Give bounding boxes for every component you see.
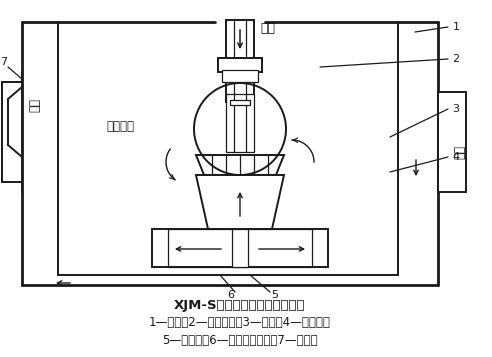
Text: 7: 7: [0, 57, 7, 67]
Bar: [168, 229, 312, 267]
Bar: [226, 94, 254, 152]
Text: 中矿: 中矿: [454, 145, 466, 159]
Bar: [226, 20, 254, 102]
Text: 1—槽体；2—搅拌机构；3—假底；4—稳流板；: 1—槽体；2—搅拌机构；3—假底；4—稳流板；: [149, 317, 331, 330]
Bar: [438, 92, 466, 192]
Bar: [2, 82, 22, 182]
Text: 入料: 入料: [29, 98, 41, 112]
Text: 2: 2: [453, 54, 460, 64]
Text: 1: 1: [453, 22, 460, 32]
Text: 4: 4: [453, 152, 460, 162]
Text: 3: 3: [453, 104, 460, 114]
Text: XJM-S型系列浮选机结构示意图: XJM-S型系列浮选机结构示意图: [174, 298, 306, 312]
Text: 6: 6: [227, 290, 235, 300]
Polygon shape: [196, 155, 284, 175]
Bar: [218, 58, 262, 72]
Polygon shape: [196, 175, 284, 229]
Text: 5—吸料管；6—定子导向叶片；7—中矿箱: 5—吸料管；6—定子导向叶片；7—中矿箱: [162, 335, 318, 347]
Bar: [230, 100, 250, 105]
Text: 空气: 空气: [260, 22, 276, 35]
Bar: [152, 229, 328, 267]
Bar: [222, 70, 258, 82]
Bar: [232, 229, 248, 267]
Text: 5: 5: [272, 290, 278, 300]
Text: 循环矿浆: 循环矿浆: [106, 121, 134, 134]
